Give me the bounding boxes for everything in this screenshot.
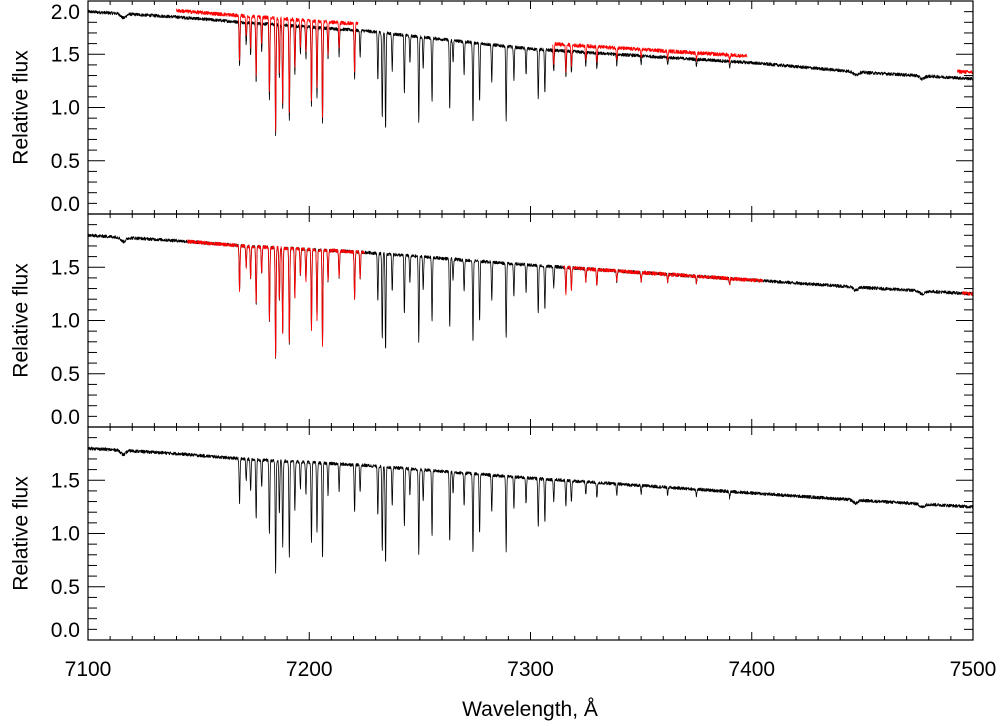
x-tick-label: 7400 (728, 658, 775, 681)
y-axis-title: Relative flux (10, 50, 33, 165)
y-axis-title: Relative flux (10, 263, 33, 378)
y-tick-label: 1.0 (51, 310, 80, 333)
y-tick-label: 0.0 (51, 619, 80, 642)
y-tick-label: 0.5 (51, 576, 80, 599)
panel-frame (87, 0, 974, 215)
model-spectrum-line (563, 265, 764, 296)
model-spectrum-line (961, 291, 973, 297)
y-axis-title: Relative flux (10, 476, 33, 591)
y-tick-label: 0.0 (51, 193, 80, 216)
x-axis-title: Wavelength, Å (462, 698, 598, 721)
y-tick-label: 0.5 (51, 363, 80, 386)
panels-group: 0.0 0.5 1.0 1.5 2.0 Relative flux 0.0 0.5 1.0 1.5… (10, 0, 974, 642)
y-tick-label: 1.0 (51, 97, 80, 120)
y-tick-label: 1.5 (51, 469, 80, 492)
y-tick-label: 1.5 (51, 43, 80, 66)
model-spectrum-line (187, 239, 365, 358)
y-tick-label: 0.5 (51, 150, 80, 173)
model-spectrum-line (552, 41, 571, 74)
y-tick-label: 1.5 (51, 256, 80, 279)
x-tick-labels: 7100 7200 7300 7400 7500 (65, 658, 997, 681)
observed-spectrum-line (88, 233, 973, 359)
y-tick-label: 2.0 (51, 1, 80, 24)
observed-spectrum-line (88, 446, 973, 574)
model-spectrum-line (957, 69, 973, 74)
model-spectrum-line (569, 43, 748, 68)
y-tick-label: 0.0 (51, 406, 80, 429)
x-tick-label: 7300 (507, 658, 554, 681)
x-tick-label: 7500 (950, 658, 997, 681)
spectrum-panel-1: 0.0 0.5 1.0 1.5 2.0 Relative flux (10, 0, 974, 216)
spectrum-panel-2: 0.0 0.5 1.0 1.5 Relative flux (10, 213, 974, 429)
observed-spectrum-line (88, 9, 973, 137)
model-spectrum-line (176, 8, 359, 132)
x-tick-label: 7100 (65, 658, 112, 681)
y-tick-label: 1.0 (51, 523, 80, 546)
spectrum-panel-3: 0.0 0.5 1.0 1.5 Relative flux (10, 426, 974, 642)
x-tick-label: 7200 (286, 658, 333, 681)
panel-frame (87, 213, 974, 428)
